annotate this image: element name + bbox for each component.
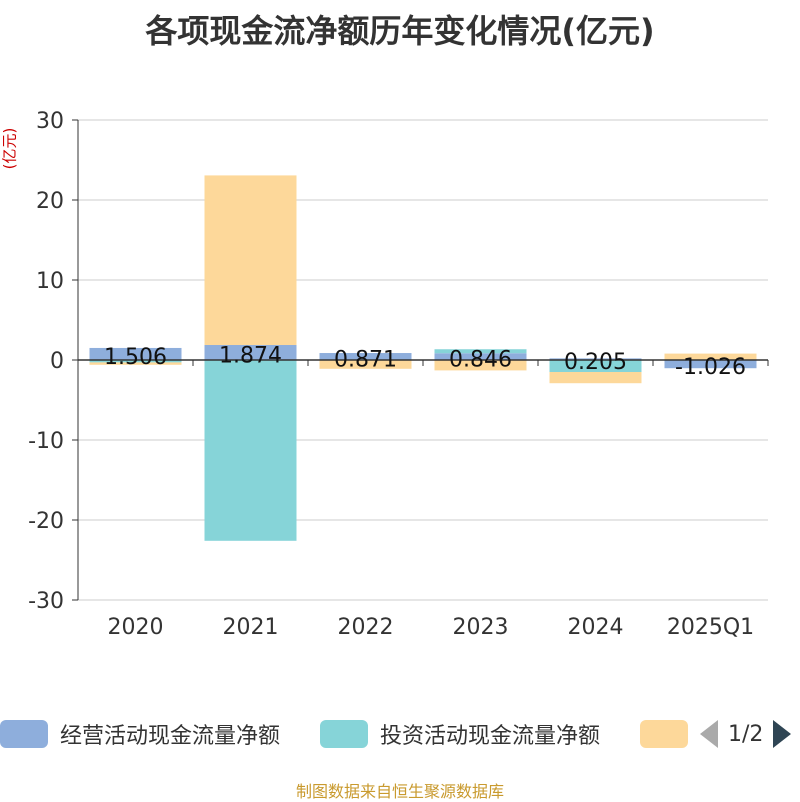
data-label: 1.874 <box>219 344 282 369</box>
bar-series2-2024 <box>549 372 642 384</box>
legend-label-operating: 经营活动现金流量净额 <box>60 724 281 749</box>
bar-marks <box>89 175 757 541</box>
pager-next-icon[interactable] <box>773 720 792 748</box>
x-tick-label: 2025Q1 <box>667 615 754 640</box>
x-tick-label: 2021 <box>223 615 279 640</box>
x-tick-label: 2020 <box>108 615 164 640</box>
y-tick-label: -20 <box>28 509 64 534</box>
data-label: 0.846 <box>449 348 512 373</box>
data-label: -1.026 <box>675 355 746 380</box>
legend-swatch-investing <box>320 720 368 748</box>
chart-title: 各项现金流净额历年变化情况(亿元) <box>145 12 655 50</box>
legend: 经营活动现金流量净额 投资活动现金流量净额 <box>0 716 800 756</box>
y-tick-label: 30 <box>36 109 64 134</box>
source-note: 制图数据来自恒生聚源数据库 <box>295 782 504 801</box>
pager-prev-icon[interactable] <box>700 720 718 748</box>
bar-series1-2023 <box>434 349 527 354</box>
bar-series1-2020 <box>89 360 182 363</box>
legend-pager: 1/2 <box>700 716 792 752</box>
y-tick-label: -30 <box>28 589 64 614</box>
y-tick-label: -10 <box>28 429 64 454</box>
bar-series2-2022 <box>319 360 412 369</box>
bar-series2-2020 <box>89 362 182 365</box>
y-tick-label: 0 <box>50 349 64 374</box>
bar-series0-2024 <box>549 358 642 360</box>
legend-label-investing: 投资活动现金流量净额 <box>380 724 601 749</box>
data-label: 0.205 <box>564 350 627 375</box>
x-tick-label: 2023 <box>453 615 509 640</box>
x-tick-label: 2022 <box>338 615 394 640</box>
data-labels: 2020 2021 2022 2023 2024 2025Q1 1.506 1.874 0.87… <box>104 344 754 640</box>
x-tick-label: 2024 <box>568 615 624 640</box>
bar-series0-2023 <box>434 353 527 360</box>
legend-item-investing[interactable]: 投资活动现金流量净额 <box>320 716 600 752</box>
pager-page-indicator: 1/2 <box>728 721 764 747</box>
legend-item-financing[interactable] <box>640 716 688 752</box>
bar-series2-2023 <box>434 360 527 371</box>
data-label: 0.871 <box>334 348 397 373</box>
legend-swatch-operating <box>0 720 48 748</box>
data-label: 1.506 <box>104 345 167 370</box>
bar-series2-2025Q1 <box>664 353 757 360</box>
axes: 30 20 10 0 -10 -20 -30 <box>28 109 769 614</box>
bar-series1-2021 <box>204 360 297 541</box>
y-tick-label: 10 <box>36 269 64 294</box>
bar-series2-2021 <box>204 175 297 346</box>
legend-swatch-financing <box>640 720 688 748</box>
bar-series0-2020 <box>89 347 182 360</box>
y-tick-label: 20 <box>36 189 64 214</box>
bar-series1-2024 <box>549 360 642 372</box>
legend-item-operating[interactable]: 经营活动现金流量净额 <box>0 716 280 752</box>
bar-series0-2022 <box>319 353 412 360</box>
bar-series0-2021 <box>204 345 297 360</box>
grid-lines <box>78 119 768 601</box>
bar-series0-2025Q1 <box>664 360 757 369</box>
